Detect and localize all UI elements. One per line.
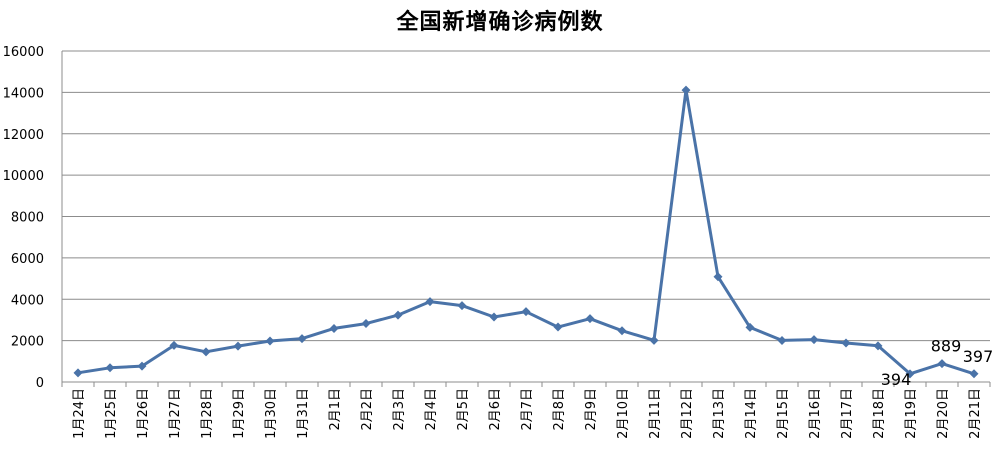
y-tick-label: 14000 — [3, 86, 44, 101]
x-tick-label: 1月30日 — [264, 388, 279, 439]
x-tick-label: 2月20日 — [936, 388, 951, 439]
data-point — [201, 347, 211, 357]
data-point — [297, 334, 307, 344]
x-tick-label: 2月17日 — [840, 388, 855, 439]
data-point — [681, 85, 691, 95]
x-tick-label: 2月6日 — [488, 388, 503, 431]
data-point — [553, 322, 563, 332]
x-tick-label: 2月3日 — [392, 388, 407, 431]
data-point — [425, 297, 435, 307]
data-point — [489, 312, 499, 322]
x-tick-label: 2月5日 — [456, 388, 471, 431]
x-tick-label: 2月21日 — [968, 388, 983, 439]
y-tick-label: 16000 — [3, 45, 44, 60]
y-tick-label: 6000 — [11, 252, 44, 267]
data-point — [105, 363, 115, 373]
x-tick-label: 2月2日 — [360, 388, 375, 431]
data-point — [585, 314, 595, 324]
series-line — [77, 88, 975, 376]
data-point — [233, 341, 243, 351]
data-point — [777, 335, 787, 345]
data-point — [329, 323, 339, 333]
x-tick-label: 2月18日 — [872, 388, 887, 439]
x-tick-label: 2月13日 — [712, 388, 727, 439]
x-tick-label: 2月10日 — [616, 388, 631, 439]
x-tick-label: 1月25日 — [104, 388, 119, 439]
y-tick-label: 8000 — [11, 211, 44, 226]
x-tick-label: 2月11日 — [648, 388, 663, 439]
data-point — [457, 301, 467, 311]
data-point — [745, 322, 755, 332]
x-tick-label: 2月4日 — [424, 388, 439, 431]
data-point — [841, 338, 851, 348]
x-tick-label: 2月8日 — [552, 388, 567, 431]
x-tick-label: 1月28日 — [200, 388, 215, 439]
data-point — [361, 319, 371, 329]
data-label: 889 — [931, 337, 962, 356]
y-tick-label: 0 — [36, 376, 44, 391]
y-tick-label: 10000 — [3, 169, 44, 184]
x-tick-label: 2月16日 — [808, 388, 823, 439]
y-tick-label: 12000 — [3, 128, 44, 143]
data-point — [393, 310, 403, 320]
x-tick-label: 1月29日 — [232, 388, 247, 439]
y-tick-label: 2000 — [11, 335, 44, 350]
x-tick-label: 1月31日 — [296, 388, 311, 439]
data-point — [649, 335, 659, 345]
x-tick-label: 2月1日 — [328, 388, 343, 431]
data-point — [713, 272, 723, 282]
data-point — [937, 359, 947, 369]
x-tick-label: 2月19日 — [904, 388, 919, 439]
x-tick-label: 2月15日 — [776, 388, 791, 439]
chart-title: 全国新增确诊病例数 — [396, 9, 604, 35]
x-tick-label: 2月12日 — [680, 388, 695, 439]
data-point — [617, 326, 627, 336]
x-tick-label: 1月26日 — [136, 388, 151, 439]
data-point — [905, 369, 915, 379]
data-label: 394 — [881, 370, 912, 389]
data-label: 397 — [963, 347, 994, 366]
data-point — [969, 369, 979, 379]
data-point — [265, 336, 275, 346]
x-tick-label: 2月7日 — [520, 388, 535, 431]
x-tick-label: 1月24日 — [72, 388, 87, 439]
data-point — [809, 335, 819, 345]
data-point — [873, 341, 883, 351]
data-point — [521, 307, 531, 317]
x-tick-label: 1月27日 — [168, 388, 183, 439]
data-point — [169, 340, 179, 350]
data-point — [137, 361, 147, 371]
x-tick-label: 2月14日 — [744, 388, 759, 439]
y-tick-label: 4000 — [11, 293, 44, 308]
data-point — [73, 368, 83, 378]
x-tick-label: 2月9日 — [584, 388, 599, 431]
